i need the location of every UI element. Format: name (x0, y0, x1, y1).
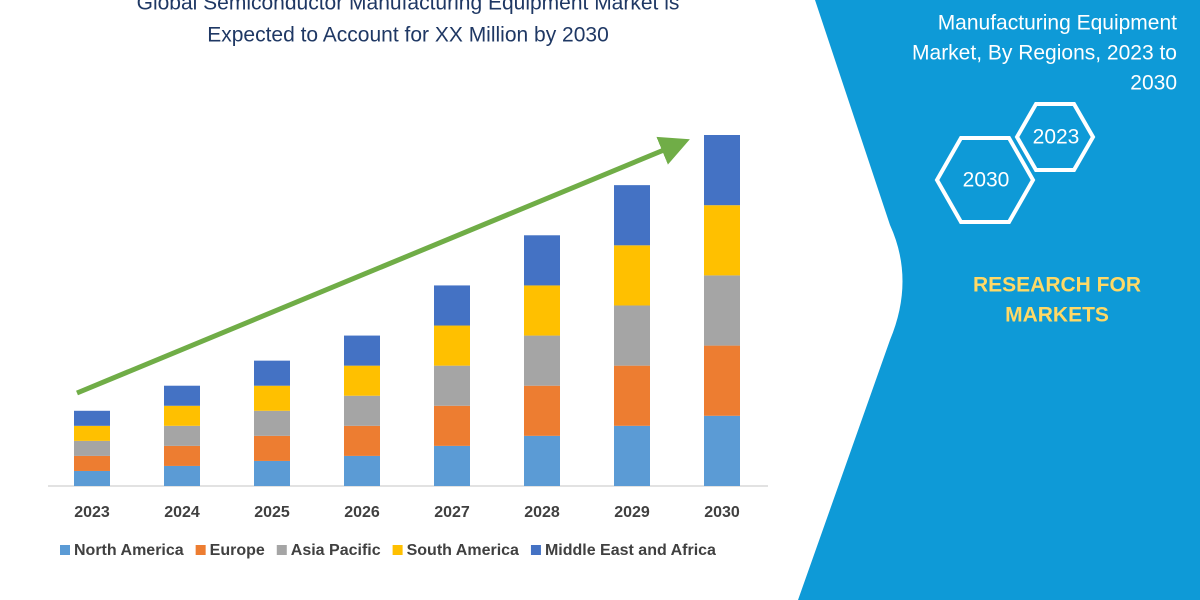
bar-segment (524, 435, 560, 486)
bar-segment (434, 325, 470, 366)
bar-segment (434, 365, 470, 406)
bar-segment (434, 405, 470, 446)
bar-segment (614, 425, 650, 486)
bar-segment (344, 395, 380, 426)
legend-swatch (276, 545, 287, 555)
bar-segment (74, 410, 110, 426)
bar-segment (704, 345, 740, 416)
bar-segment (164, 385, 200, 406)
bar-segment (254, 385, 290, 411)
bar-segment (524, 385, 560, 436)
bar-segment (164, 425, 200, 446)
bar-segment (164, 405, 200, 426)
bar-segment (164, 465, 200, 486)
bar-segment (254, 460, 290, 486)
panel-heading: Global Semiconductor (970, 0, 1177, 5)
x-tick-label: 2026 (344, 504, 380, 521)
bar-segment (254, 410, 290, 436)
x-tick-label: 2023 (74, 504, 110, 521)
side-panel-background (798, 0, 1200, 600)
legend-swatch (530, 545, 541, 555)
bar-segment (434, 285, 470, 326)
bar-segment (164, 445, 200, 466)
badge-hexagon (1014, 102, 1096, 172)
bar-segment (614, 365, 650, 426)
x-tick-label: 2027 (434, 504, 470, 521)
badge-text: 2030 (963, 169, 1010, 192)
bar-segment (344, 335, 380, 366)
bar-segment (254, 360, 290, 386)
bar-segment (344, 455, 380, 486)
legend-label: South America (407, 542, 519, 559)
legend-label: North America (74, 542, 184, 559)
badge-hexagon (934, 136, 1036, 224)
legend-swatch (195, 545, 206, 555)
bar-segment (74, 425, 110, 441)
bar-segment (704, 135, 740, 206)
legend-label: Asia Pacific (291, 542, 381, 559)
bar-segment (74, 440, 110, 456)
bar-segment (524, 285, 560, 336)
panel-heading: Manufacturing Equipment (938, 12, 1177, 35)
bar-segment (254, 435, 290, 461)
brand-text: MARKETS (1005, 304, 1109, 327)
panel-heading: 2030 (1130, 72, 1177, 95)
bar-segment (524, 235, 560, 286)
x-tick-label: 2025 (254, 504, 290, 521)
bar-segment (614, 185, 650, 246)
x-tick-label: 2028 (524, 504, 560, 521)
bar-segment (434, 445, 470, 486)
bar-segment (74, 455, 110, 471)
chart-title: Global Semiconductor Manufacturing Equip… (137, 0, 680, 15)
x-tick-label: 2029 (614, 504, 650, 521)
x-tick-label: 2030 (704, 504, 740, 521)
bar-segment (74, 470, 110, 486)
bar-segment (344, 425, 380, 456)
legend-label: Europe (210, 542, 265, 559)
bar-segment (704, 275, 740, 346)
legend-swatch (60, 545, 70, 555)
bar-segment (704, 205, 740, 276)
bar-segment (344, 365, 380, 396)
bar-segment (524, 335, 560, 386)
bar-segment (704, 415, 740, 486)
legend-swatch (392, 545, 403, 555)
panel-heading: Market, By Regions, 2023 to (912, 42, 1177, 65)
bar-segment (614, 305, 650, 366)
x-tick-label: 2024 (164, 504, 200, 521)
trend-arrow (76, 136, 690, 396)
legend-label: Middle East and Africa (545, 542, 716, 559)
bar-segment (614, 245, 650, 306)
badge-text: 2023 (1033, 126, 1080, 149)
chart-title: Expected to Account for XX Million by 20… (207, 24, 609, 47)
brand-text: RESEARCH FOR (973, 274, 1141, 297)
